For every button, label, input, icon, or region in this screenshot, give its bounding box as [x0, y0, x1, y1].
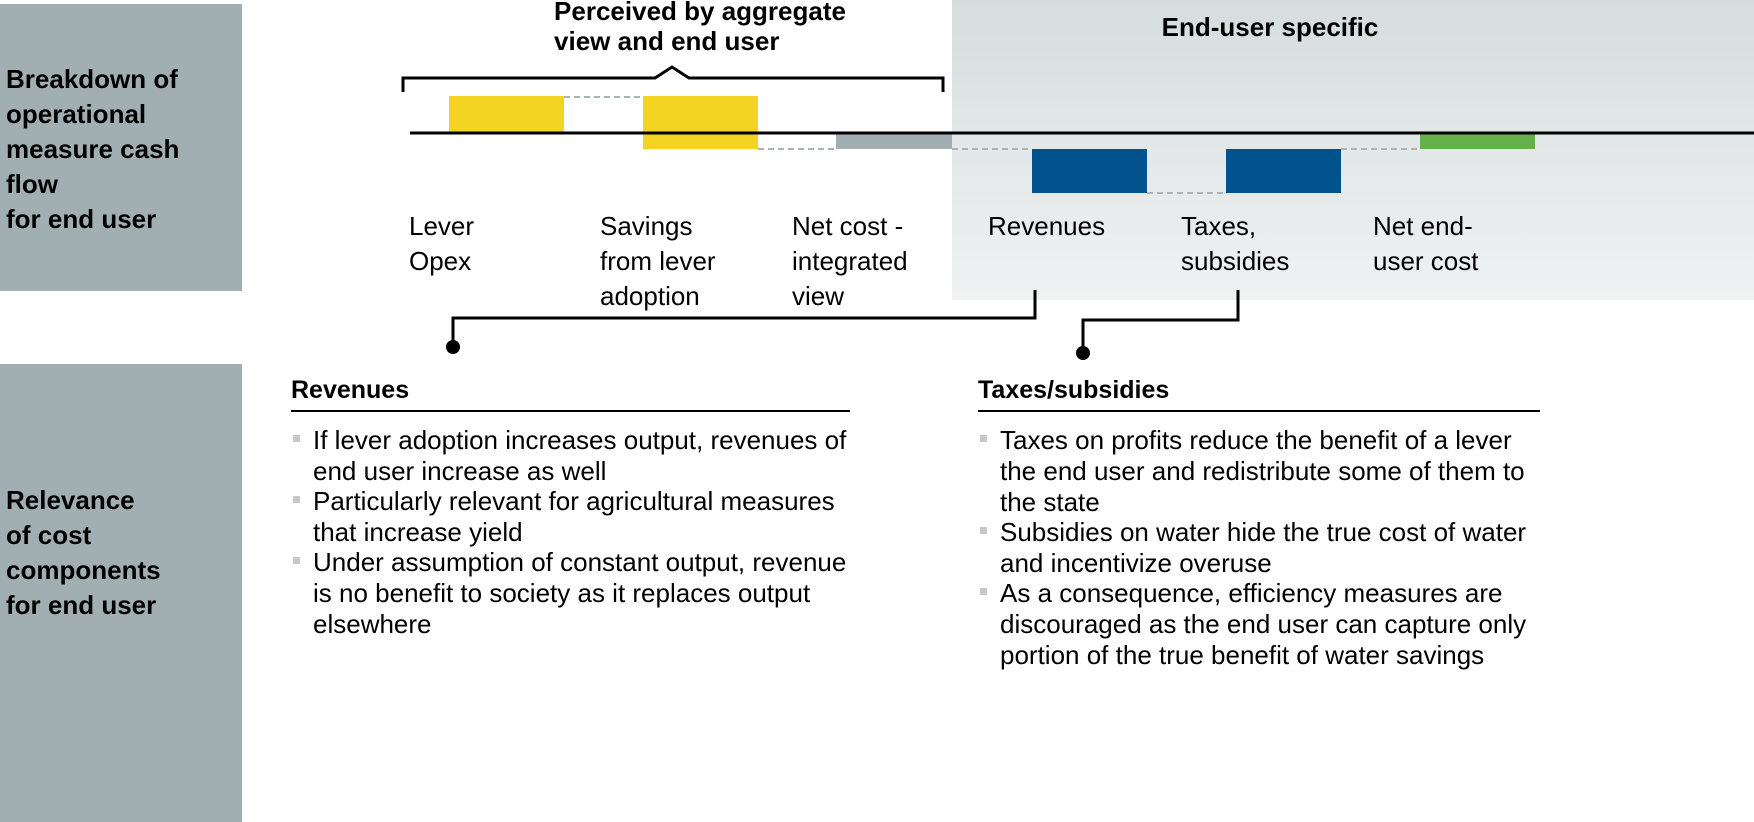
row-label-box: Breakdown of operational measure cash flow f…: [0, 4, 242, 291]
row-label-line: flow: [6, 169, 58, 199]
bullet-marker: [980, 527, 987, 534]
column-label: user cost: [1373, 246, 1479, 276]
column-label: adoption: [600, 281, 700, 311]
section-title: Taxes/subsidies: [978, 376, 1170, 404]
row-label-line: for end user: [6, 590, 157, 620]
group-title-line: view and end user: [554, 26, 780, 56]
callout-dot: [1076, 346, 1090, 360]
column-label: Net end-: [1373, 211, 1473, 241]
bullet-text: Taxes on profits reduce the benefit of a…: [1000, 425, 1512, 455]
row-label-line: operational: [6, 99, 147, 129]
bullet-marker: [293, 435, 300, 442]
column-label: Taxes,: [1181, 211, 1257, 241]
callout-dot: [446, 340, 460, 354]
column-label: Net cost -: [792, 211, 904, 241]
bullet-text: As a consequence, efficiency measures ar…: [1000, 578, 1503, 608]
bullet-text: If lever adoption increases output, reve…: [313, 425, 847, 455]
group-title: End-user specific: [1161, 12, 1379, 42]
bullet-text: that increase yield: [313, 517, 523, 547]
row-label-line: of cost: [6, 520, 92, 550]
section-title: Revenues: [291, 376, 410, 404]
row-label-box: Relevance of cost components for end user: [0, 364, 242, 822]
row-label-line: Relevance: [6, 485, 135, 515]
bullet-text: is no benefit to society as it replaces …: [313, 578, 811, 608]
callout-line: [451, 290, 1037, 346]
column-label: from lever: [600, 246, 716, 276]
bullet-text: Subsidies on water hide the true cost of…: [1000, 517, 1527, 547]
bar: [1420, 133, 1535, 149]
column-label: Lever: [409, 211, 475, 241]
column-label: subsidies: [1181, 246, 1290, 276]
group-title-line: Perceived by aggregate: [554, 0, 846, 26]
bullet-text: the state: [1000, 487, 1100, 517]
bullet-marker: [293, 496, 300, 503]
bullet-text: and incentivize overuse: [1000, 548, 1272, 578]
column-label: Opex: [409, 246, 472, 276]
row-label-line: for end user: [6, 204, 157, 234]
callout-line: [1081, 290, 1240, 352]
column-label: integrated: [792, 246, 908, 276]
bar: [1226, 149, 1341, 193]
bullet-text: Under assumption of constant output, rev…: [313, 547, 847, 577]
bracket: [401, 65, 945, 92]
column-label: Savings: [600, 211, 693, 241]
bullet-marker: [980, 435, 987, 442]
row-label-line: measure cash: [6, 134, 180, 164]
bullet-text: portion of the true benefit of water sav…: [1000, 640, 1485, 670]
bullet-marker: [980, 588, 987, 595]
bar: [643, 96, 758, 149]
column-label: view: [792, 281, 845, 311]
row-label-line: components: [6, 555, 161, 585]
group-title: Perceived by aggregate view and end user: [554, 0, 846, 56]
bullet-text: elsewhere: [313, 609, 432, 639]
connectors: [564, 96, 1420, 194]
row-label-line: Breakdown of: [6, 64, 178, 94]
bullet-text: Particularly relevant for agricultural m…: [313, 486, 835, 516]
bar: [836, 133, 952, 149]
bullet-text: end user increase as well: [313, 456, 607, 486]
bar: [449, 96, 564, 133]
bullet-text: discouraged as the end user can capture …: [1000, 609, 1527, 639]
bar: [1032, 149, 1147, 193]
column-label: Revenues: [988, 211, 1106, 241]
bullet-marker: [293, 557, 300, 564]
bullet-text: the end user and redistribute some of th…: [1000, 456, 1525, 486]
